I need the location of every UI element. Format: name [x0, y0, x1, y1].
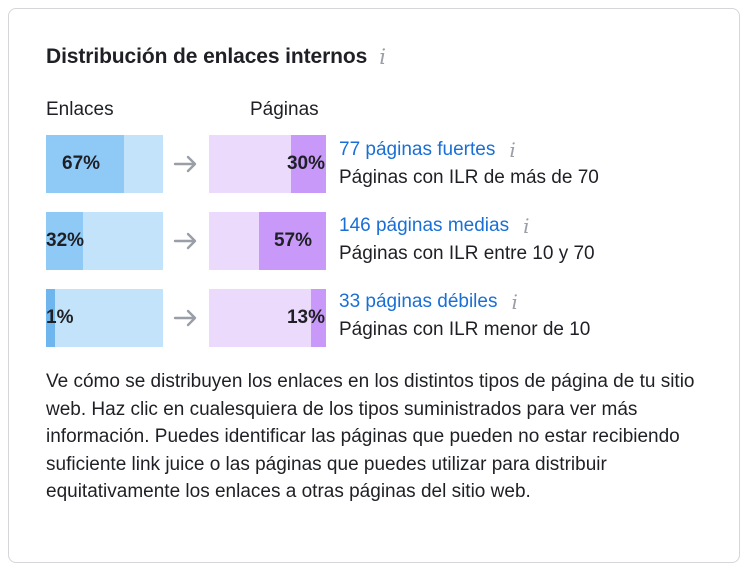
pages-bar-fill	[291, 135, 326, 193]
arrow-right-icon	[173, 232, 197, 250]
internal-links-distribution-card: Distribución de enlaces internos i Enlac…	[8, 8, 740, 563]
row-description: Páginas con ILR menor de 10	[339, 319, 591, 340]
links-percent: 32%	[46, 230, 85, 251]
links-bar-fill	[46, 289, 55, 347]
pages-bar-fill	[311, 289, 326, 347]
pages-bar-fill	[259, 212, 326, 270]
row-medium-text: 146 páginas medias i Páginas con ILR ent…	[339, 212, 595, 268]
arrow-right-icon	[173, 309, 197, 327]
description-paragraph: Ve cómo se distribuyen los enlaces en lo…	[46, 371, 695, 502]
pages-percent: 13%	[286, 307, 325, 328]
pages-bar-strong[interactable]: 30%	[209, 135, 326, 193]
row-weak-text: 33 páginas débiles i Páginas con ILR men…	[339, 288, 590, 344]
pages-column-header: Páginas	[250, 99, 319, 120]
pages-bar-weak[interactable]: 13%	[209, 289, 326, 347]
arrow-right-icon	[173, 155, 197, 173]
card-header: Distribución de enlaces internos i	[46, 43, 386, 71]
row-description: Páginas con ILR entre 10 y 70	[339, 243, 595, 264]
weak-pages-link[interactable]: 33 páginas débiles	[339, 291, 498, 312]
row-description: Páginas con ILR de más de 70	[339, 167, 599, 188]
links-bar-strong[interactable]: 67%	[46, 135, 163, 193]
links-column-header: Enlaces	[46, 99, 114, 120]
links-percent: 67%	[62, 153, 101, 174]
info-icon[interactable]: i	[523, 214, 530, 238]
links-bar-medium[interactable]: 32%	[46, 212, 163, 270]
links-bar-fill	[46, 135, 124, 193]
info-icon[interactable]: i	[511, 290, 518, 314]
links-percent: 1%	[46, 307, 74, 328]
pages-bar-medium[interactable]: 57%	[209, 212, 326, 270]
row-strong-text: 77 páginas fuertes i Páginas con ILR de …	[339, 136, 599, 192]
info-icon[interactable]: i	[379, 44, 386, 69]
strong-pages-link[interactable]: 77 páginas fuertes	[339, 139, 496, 160]
card-title: Distribución de enlaces internos	[46, 45, 368, 68]
links-bar-fill	[46, 212, 83, 270]
links-bar-weak[interactable]: 1%	[46, 289, 163, 347]
pages-percent: 57%	[273, 230, 312, 251]
medium-pages-link[interactable]: 146 páginas medias	[339, 215, 510, 236]
pages-percent: 30%	[286, 153, 325, 174]
info-icon[interactable]: i	[509, 138, 516, 162]
